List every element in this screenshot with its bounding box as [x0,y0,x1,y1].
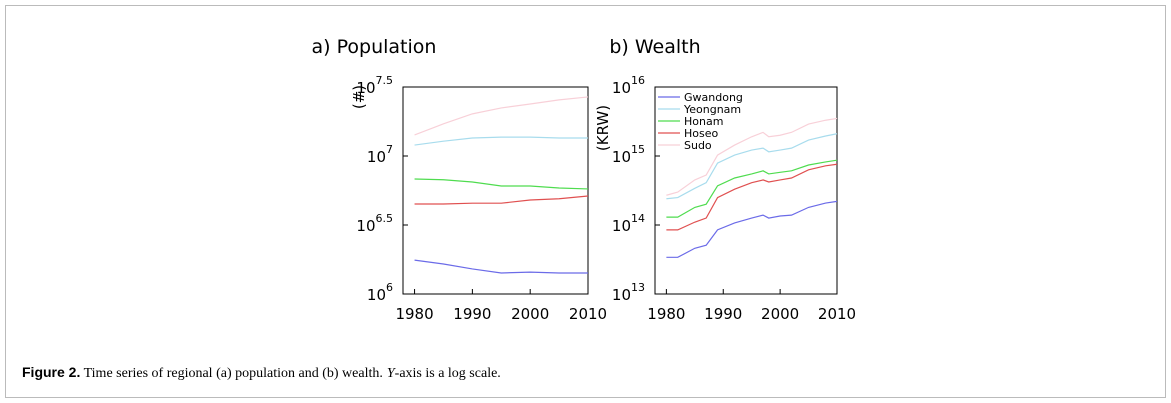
y-tick-label: 106 [367,281,393,304]
plot-frame [402,86,589,295]
legend-label: Gwandong [684,91,743,104]
y-tick-exponent: 6 [386,281,393,294]
y-tick-label: 1015 [612,143,645,166]
y-tick-base: 10 [612,217,631,235]
series-line [414,195,589,205]
series-line [414,259,588,274]
chart-title: b) Wealth [609,36,700,58]
y-tick-exponent: 15 [631,143,645,156]
x-tick-label: 2000 [761,305,799,323]
y-tick-base: 10 [367,286,386,304]
caption-italic: Y [386,366,395,381]
series-line [666,133,838,200]
x-tick-label: 2000 [511,305,549,323]
y-tick-label: 1013 [612,281,645,304]
legend-label: Sudo [684,139,712,152]
y-tick-exponent: 16 [631,74,645,87]
legend-label: Yeongnam [683,103,741,116]
x-tick-label: 1990 [453,305,491,323]
y-tick-exponent: 7.5 [376,74,394,87]
y-tick-label: 1016 [612,74,645,97]
x-tick-label: 1990 [704,305,742,323]
series-line [414,96,589,136]
caption-text: -axis is a log scale. [394,366,501,381]
y-tick-base: 10 [612,286,631,304]
y-tick-label: 1014 [612,212,645,235]
y-tick-base: 10 [356,217,375,235]
x-tick-label: 1980 [395,305,433,323]
legend-label: Hoseo [684,127,719,140]
series-line [666,163,838,231]
y-tick-exponent: 14 [631,212,645,225]
y-axis-label: (KRW) [594,105,612,151]
figure-frame [5,5,1166,398]
caption-text: Time series of regional (a) population a… [83,366,383,381]
plot-frame [654,86,838,295]
x-tick-label: 2010 [818,305,856,323]
series-line [666,117,838,196]
x-tick-label: 2010 [569,305,607,323]
legend-label: Honam [684,115,723,128]
y-tick-base: 10 [612,148,631,166]
y-tick-label: 107.5 [356,74,393,97]
series-line [666,200,838,258]
y-tick-exponent: 6.5 [376,212,394,225]
y-tick-base: 10 [367,148,386,166]
caption-label: Figure 2. [22,364,81,380]
y-tick-exponent: 13 [631,281,645,294]
x-tick-label: 1980 [647,305,685,323]
y-tick-base: 10 [612,79,631,97]
y-tick-label: 106.5 [356,212,393,235]
y-axis-label: (#) [350,85,368,109]
y-tick-exponent: 7 [386,143,393,156]
y-tick-label: 107 [367,143,393,166]
chart-title: a) Population [312,36,437,58]
y-tick-base: 10 [356,79,375,97]
series-line [666,159,838,218]
series-line [414,178,589,190]
series-line [414,136,588,146]
caption: Figure 2. Time series of regional (a) po… [22,364,501,382]
